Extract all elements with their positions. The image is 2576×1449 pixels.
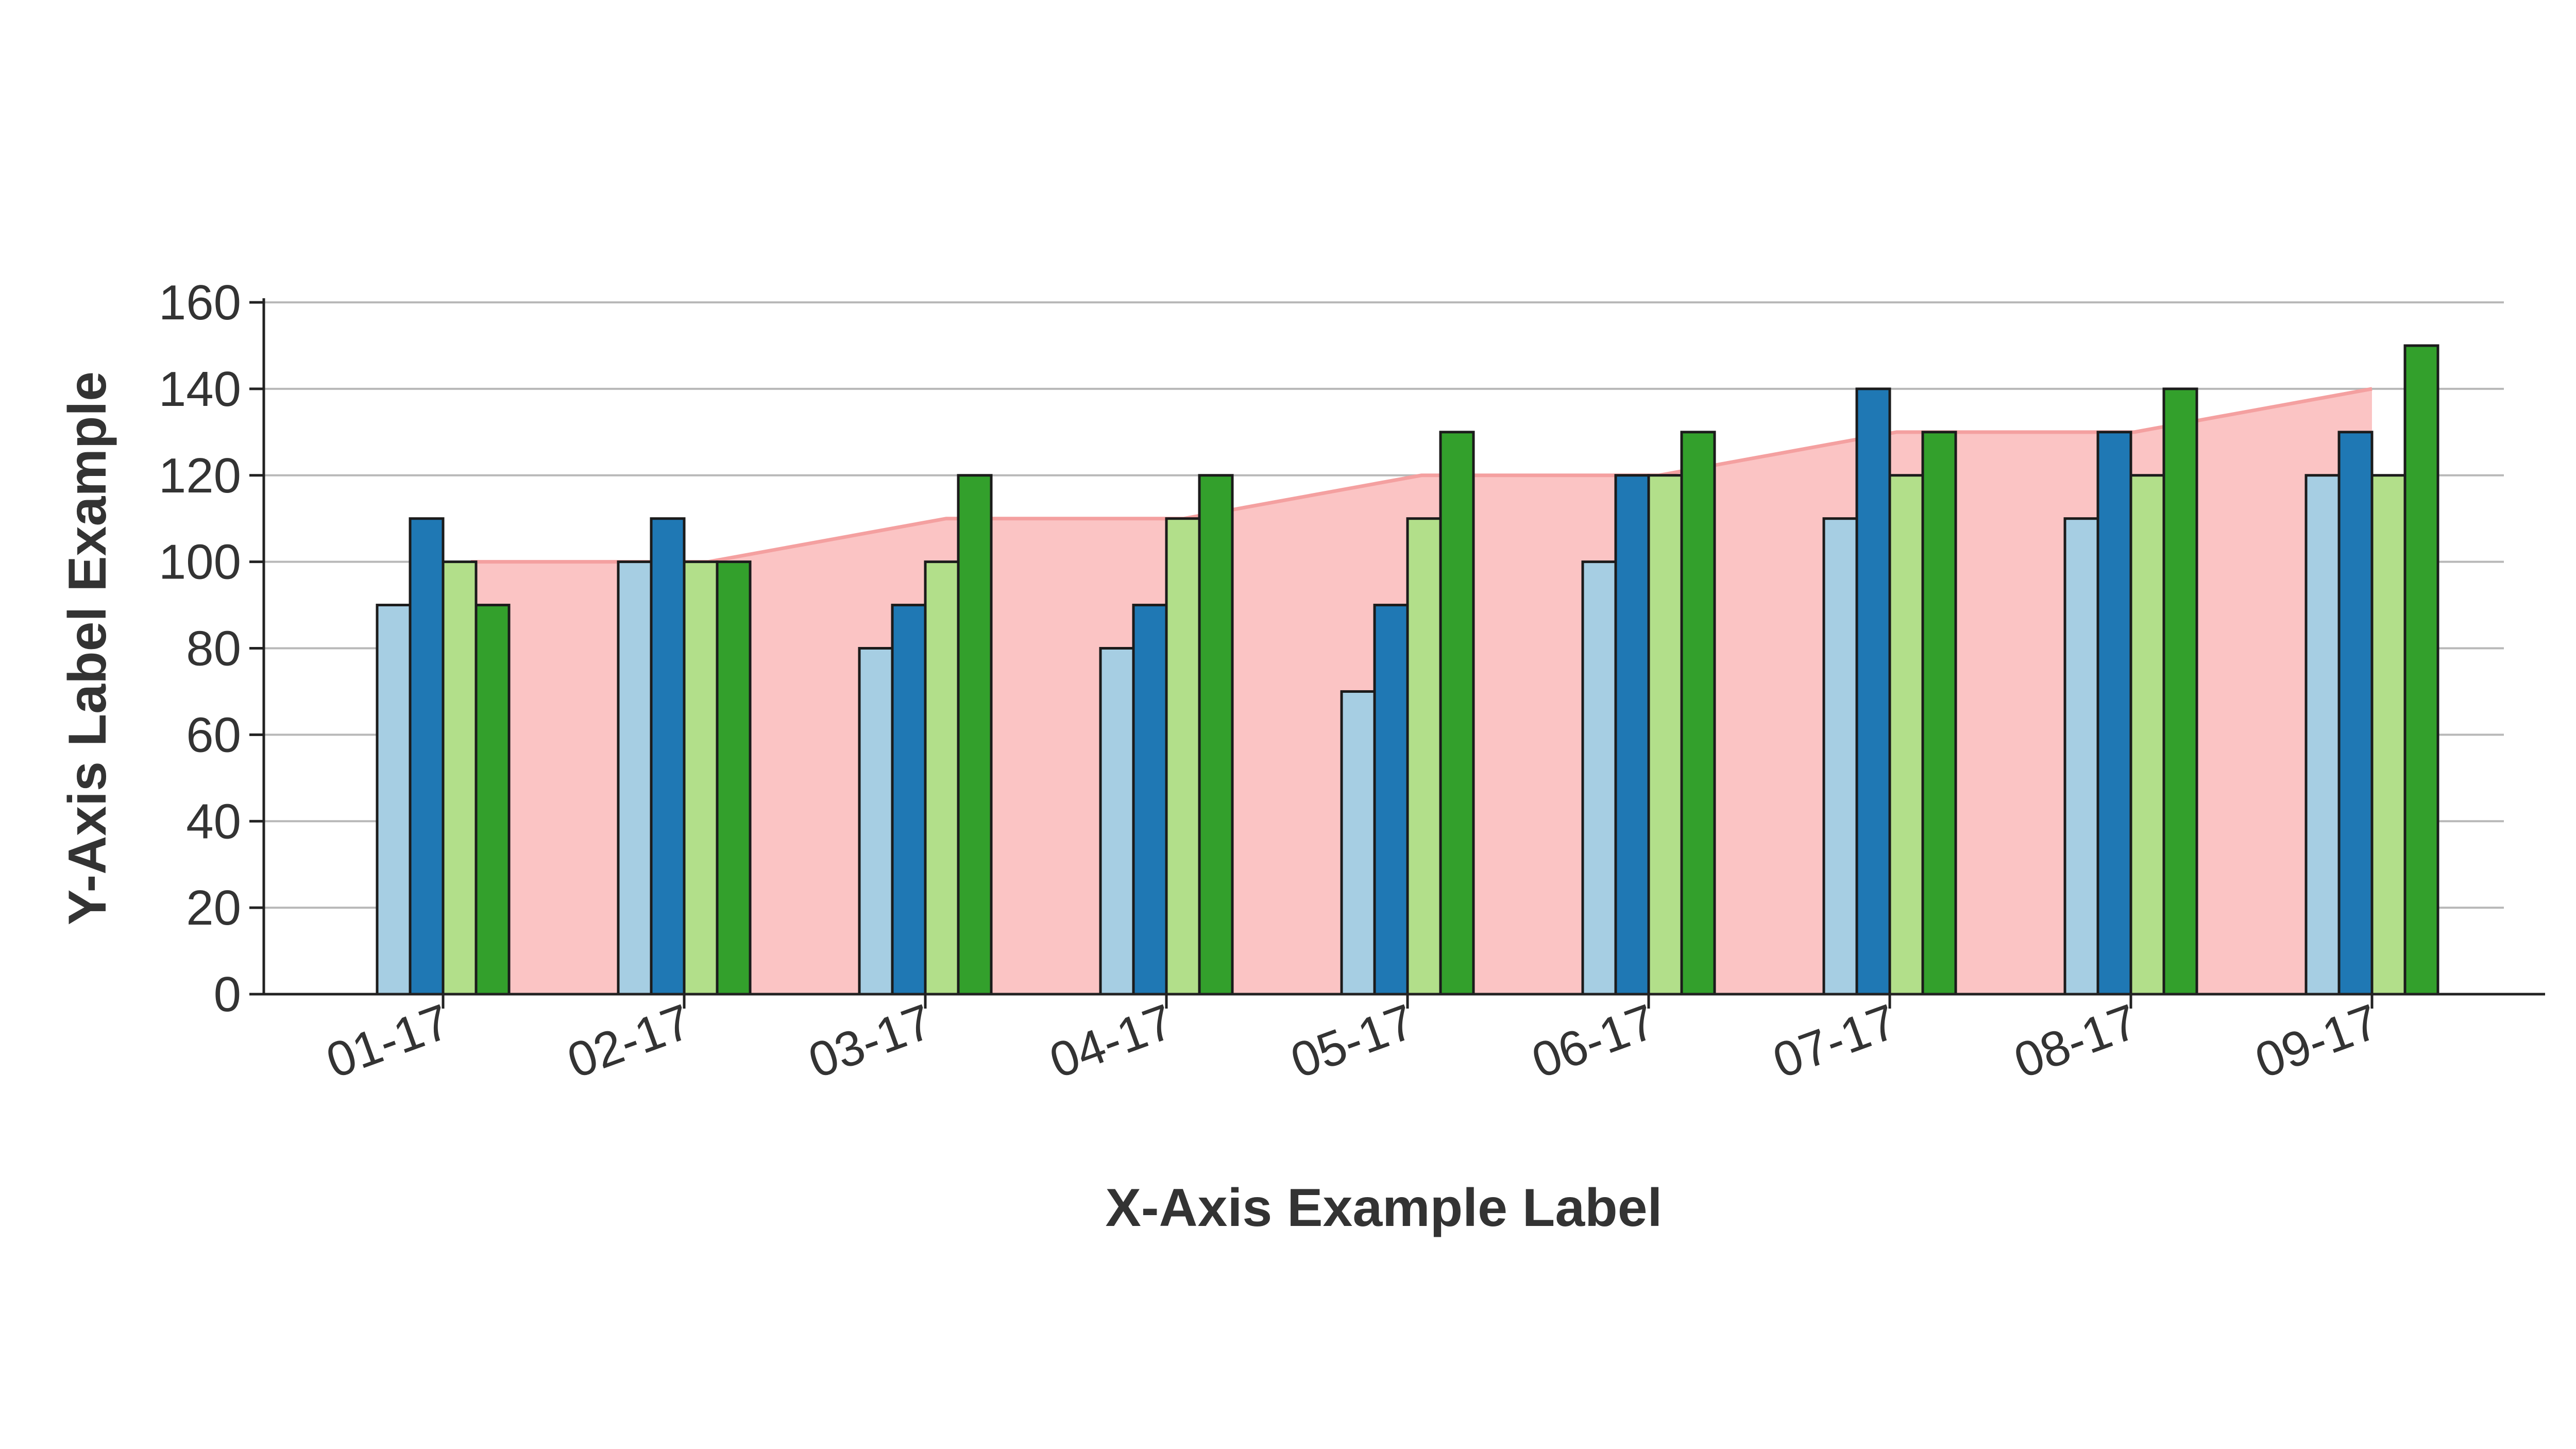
bar bbox=[2129, 474, 2165, 996]
x-tick-label: 05-17 bbox=[1284, 994, 1421, 1089]
x-tick-label: 07-17 bbox=[1766, 994, 1904, 1089]
bar bbox=[1406, 517, 1442, 996]
x-axis-title: X-Axis Example Label bbox=[1106, 1178, 1663, 1238]
bar bbox=[2403, 344, 2439, 996]
bar bbox=[409, 517, 445, 996]
area-line bbox=[471, 387, 2372, 564]
bar bbox=[2304, 474, 2341, 996]
y-axis-title: Y-Axis Label Example bbox=[58, 371, 117, 925]
x-tick-label: 01-17 bbox=[319, 994, 457, 1089]
x-tick-label: 08-17 bbox=[2007, 994, 2145, 1089]
y-tick-label: 140 bbox=[159, 362, 241, 417]
y-tick-label: 160 bbox=[159, 275, 241, 330]
bar bbox=[891, 604, 927, 996]
y-tick-label: 20 bbox=[186, 880, 241, 935]
bar bbox=[474, 604, 511, 996]
bar bbox=[1822, 517, 1858, 996]
bar bbox=[2337, 431, 2374, 996]
y-tick-label: 100 bbox=[159, 535, 241, 590]
x-tick-label: 09-17 bbox=[2248, 994, 2386, 1089]
bar bbox=[1340, 690, 1376, 996]
bar bbox=[650, 517, 686, 996]
bar bbox=[1888, 474, 1924, 996]
bar bbox=[442, 560, 478, 996]
bar bbox=[1099, 647, 1135, 996]
bar bbox=[1373, 604, 1409, 996]
bar bbox=[957, 474, 993, 996]
bar bbox=[2370, 474, 2406, 996]
y-tick-label: 0 bbox=[214, 967, 241, 1022]
y-tick-label: 120 bbox=[159, 448, 241, 503]
bar bbox=[2096, 431, 2132, 996]
bar bbox=[1581, 560, 1617, 996]
bar bbox=[1647, 474, 1683, 996]
bar bbox=[1855, 387, 1891, 996]
bar bbox=[1165, 517, 1201, 996]
bar bbox=[1439, 431, 1475, 996]
bar bbox=[617, 560, 653, 996]
bar bbox=[1921, 431, 1957, 996]
x-tick-label: 02-17 bbox=[561, 994, 698, 1089]
y-tick-label: 60 bbox=[186, 707, 241, 762]
bar bbox=[858, 647, 894, 996]
bar-series bbox=[376, 344, 2439, 996]
bar bbox=[924, 560, 960, 996]
bar bbox=[376, 604, 412, 996]
x-tick-labels: 01-17 02-17 03-17 04-17 05-17 06-17 07-17 08-17… bbox=[319, 994, 2386, 1089]
bar bbox=[2162, 387, 2198, 996]
bar bbox=[1132, 604, 1168, 996]
x-tick-label: 06-17 bbox=[1525, 994, 1663, 1089]
bar bbox=[1614, 474, 1650, 996]
y-tick-label: 40 bbox=[186, 794, 241, 849]
bar bbox=[716, 560, 752, 996]
x-tick-label: 03-17 bbox=[802, 994, 939, 1089]
bar bbox=[1198, 474, 1234, 996]
y-tick-label: 80 bbox=[186, 621, 241, 676]
bar bbox=[683, 560, 719, 996]
x-tick-label: 04-17 bbox=[1043, 994, 1180, 1089]
bar bbox=[1680, 431, 1716, 996]
bar bbox=[2063, 517, 2099, 996]
axes bbox=[262, 298, 2545, 996]
y-tick-labels: 0 20 40 60 80 100 120 140 160 bbox=[159, 275, 264, 1022]
